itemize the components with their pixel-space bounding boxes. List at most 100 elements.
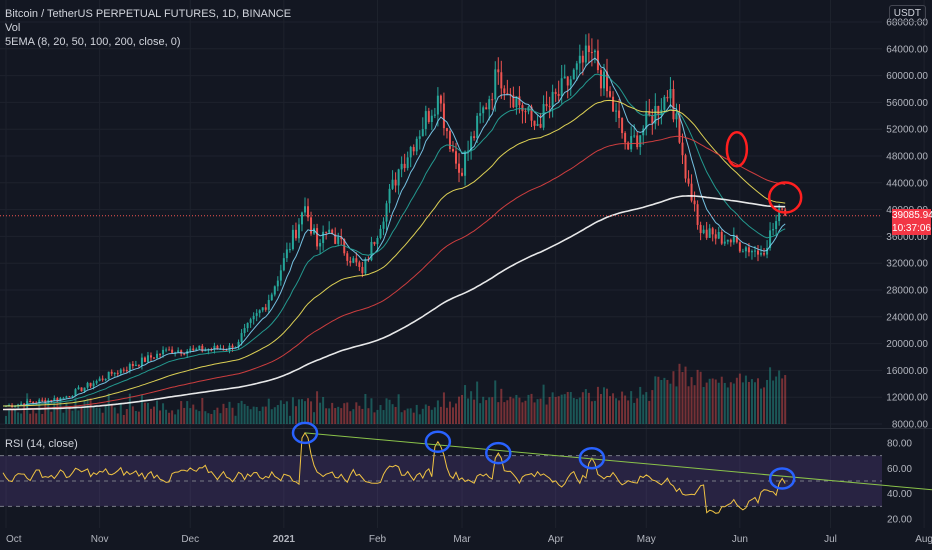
volume-bar (624, 395, 627, 424)
volume-bar (355, 402, 358, 424)
volume-bar (243, 404, 246, 424)
candle-body (285, 249, 288, 259)
candle-body (140, 357, 143, 366)
volume-bar (744, 375, 747, 424)
volume-bar (162, 403, 165, 424)
volume-bar (98, 408, 101, 424)
volume-bar (240, 400, 243, 424)
candle-body (270, 294, 273, 301)
volume-bar (264, 406, 267, 424)
candle-body (394, 179, 397, 186)
volume-bar (636, 398, 639, 424)
volume-bar (288, 415, 291, 424)
volume-bar (140, 394, 143, 424)
candle-body (750, 251, 753, 253)
volume-bar (210, 413, 213, 424)
candle-body (669, 89, 672, 99)
volume-bar (633, 402, 636, 424)
candle-body (264, 307, 267, 310)
volume-bar (171, 410, 174, 424)
volume-bar (461, 394, 464, 424)
candle-body (524, 111, 527, 113)
candle-body (503, 88, 506, 94)
candle-body (723, 241, 726, 244)
candle-body (599, 70, 602, 89)
candle-body (415, 138, 418, 152)
candle-body (618, 110, 621, 119)
volume-bar (479, 403, 482, 424)
candle-body (291, 229, 294, 250)
vol-label: Vol (5, 22, 21, 34)
volume-bar (687, 386, 690, 424)
candle-body (119, 369, 122, 374)
candle-body (705, 229, 708, 238)
candle-body (403, 163, 406, 169)
volume-bar (575, 399, 578, 424)
volume-bar (760, 388, 763, 424)
candle-body (587, 45, 590, 53)
candle-body (385, 203, 388, 222)
candle-body (781, 208, 784, 210)
candle-body (361, 266, 364, 274)
candle-body (41, 399, 44, 401)
volume-bar (183, 407, 186, 424)
candle-body (729, 239, 732, 243)
volume-bar (391, 404, 394, 424)
volume-bar (497, 402, 500, 424)
volume-bar (530, 393, 533, 424)
candle-body (741, 251, 744, 253)
candle-body (708, 228, 711, 238)
candle-body (77, 387, 80, 390)
volume-bar (551, 392, 554, 424)
volume-bar (282, 403, 285, 424)
volume-bar (273, 407, 276, 424)
volume-bar (134, 410, 137, 424)
volume-bar (59, 398, 62, 424)
candle-body (593, 50, 596, 53)
volume-bar (711, 378, 714, 424)
candle-body (204, 350, 207, 352)
volume-bar (44, 401, 47, 424)
volume-bar (681, 372, 684, 424)
candle-body (560, 78, 563, 96)
price-tick-label: 16000.00 (886, 366, 928, 377)
rsi-pane[interactable] (0, 421, 932, 514)
volume-bar (666, 379, 669, 424)
rsi-peak-circle (578, 446, 606, 470)
volume-bar (32, 409, 35, 424)
candle-body (633, 135, 636, 137)
candle-body (307, 206, 310, 218)
candlesticks[interactable] (5, 33, 787, 409)
time-axis[interactable]: Oct Nov Dec 2021 Feb Mar Apr May Jun Jul Aug (6, 534, 932, 545)
candle-body (491, 99, 494, 101)
candle-body (282, 258, 285, 271)
volume-bar (738, 373, 741, 424)
candle-body (382, 221, 385, 229)
candle-body (467, 150, 470, 152)
volume-bar (726, 387, 729, 424)
candle-body (297, 224, 300, 239)
volume-bar (331, 402, 334, 424)
candle-body (71, 396, 74, 398)
candle-body (518, 96, 521, 106)
candle-body (62, 397, 65, 399)
candle-body (165, 349, 168, 351)
volume-bar (705, 382, 708, 424)
candle-body (458, 163, 461, 173)
candle-body (476, 115, 479, 138)
volume-bar (95, 407, 98, 424)
volume-bar (512, 398, 515, 424)
time-tick-label: Feb (369, 534, 387, 545)
volume-bar (186, 401, 189, 424)
candle-body (255, 313, 258, 316)
price-axis[interactable]: 8000.00 12000.00 16000.00 20000.00 24000.00 2… (886, 18, 928, 526)
volume-bar (491, 397, 494, 424)
currency-badge[interactable]: USDT (888, 5, 926, 22)
volume-bar (89, 398, 92, 424)
volume-bar (442, 392, 445, 424)
volume-bar (599, 393, 602, 424)
candle-body (726, 239, 729, 242)
candle-body (267, 300, 270, 310)
price-annotations (0, 131, 882, 217)
